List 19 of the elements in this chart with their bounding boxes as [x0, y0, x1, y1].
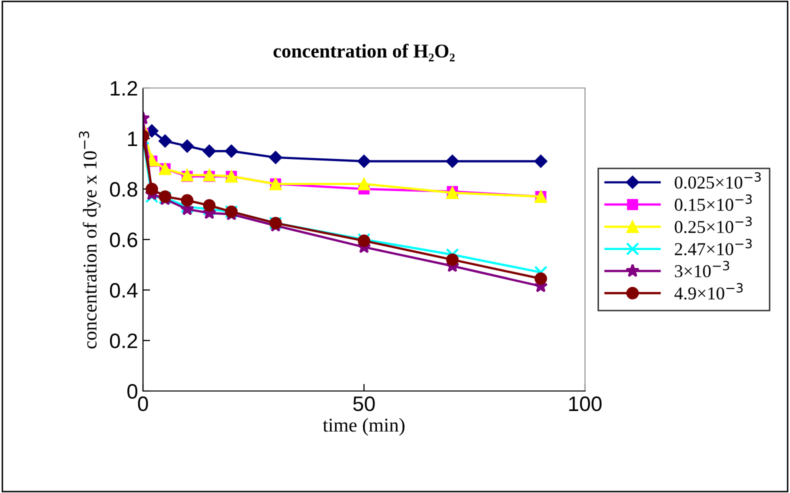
chart-title: concentration of H₂O₂: [274, 44, 455, 62]
legend-label: 4.9×10$^{−3}$: [674, 283, 743, 300]
legend-label: 0.15×10$^{−3}$: [674, 194, 752, 211]
legend-label: 2.47×10$^{−3}$: [674, 238, 752, 256]
y-tick-label: 0: [127, 384, 138, 399]
legend-label: 0.025×10$^{−3}$: [674, 172, 761, 189]
legend-label: 0.25×10$^{−3}$: [674, 216, 752, 234]
y-tick-label: 0.2: [110, 334, 138, 348]
y-tick-label: 1: [128, 132, 138, 146]
y-tick-label: 1.2: [110, 81, 138, 96]
y-tick-label: 0.8: [110, 182, 138, 197]
legend-label: 3×10$^{−3}$: [674, 260, 730, 278]
x-tick-label: 100: [569, 396, 602, 412]
y-axis-title: concentration of dye x 10$^{−3}$: [78, 131, 101, 349]
x-tick-label: 50: [353, 396, 375, 412]
x-tick-label: 0: [138, 396, 148, 412]
y-tick-label: 0.6: [110, 232, 138, 248]
y-tick-label: 0.4: [110, 283, 138, 298]
x-axis-title: time (min): [322, 418, 404, 436]
